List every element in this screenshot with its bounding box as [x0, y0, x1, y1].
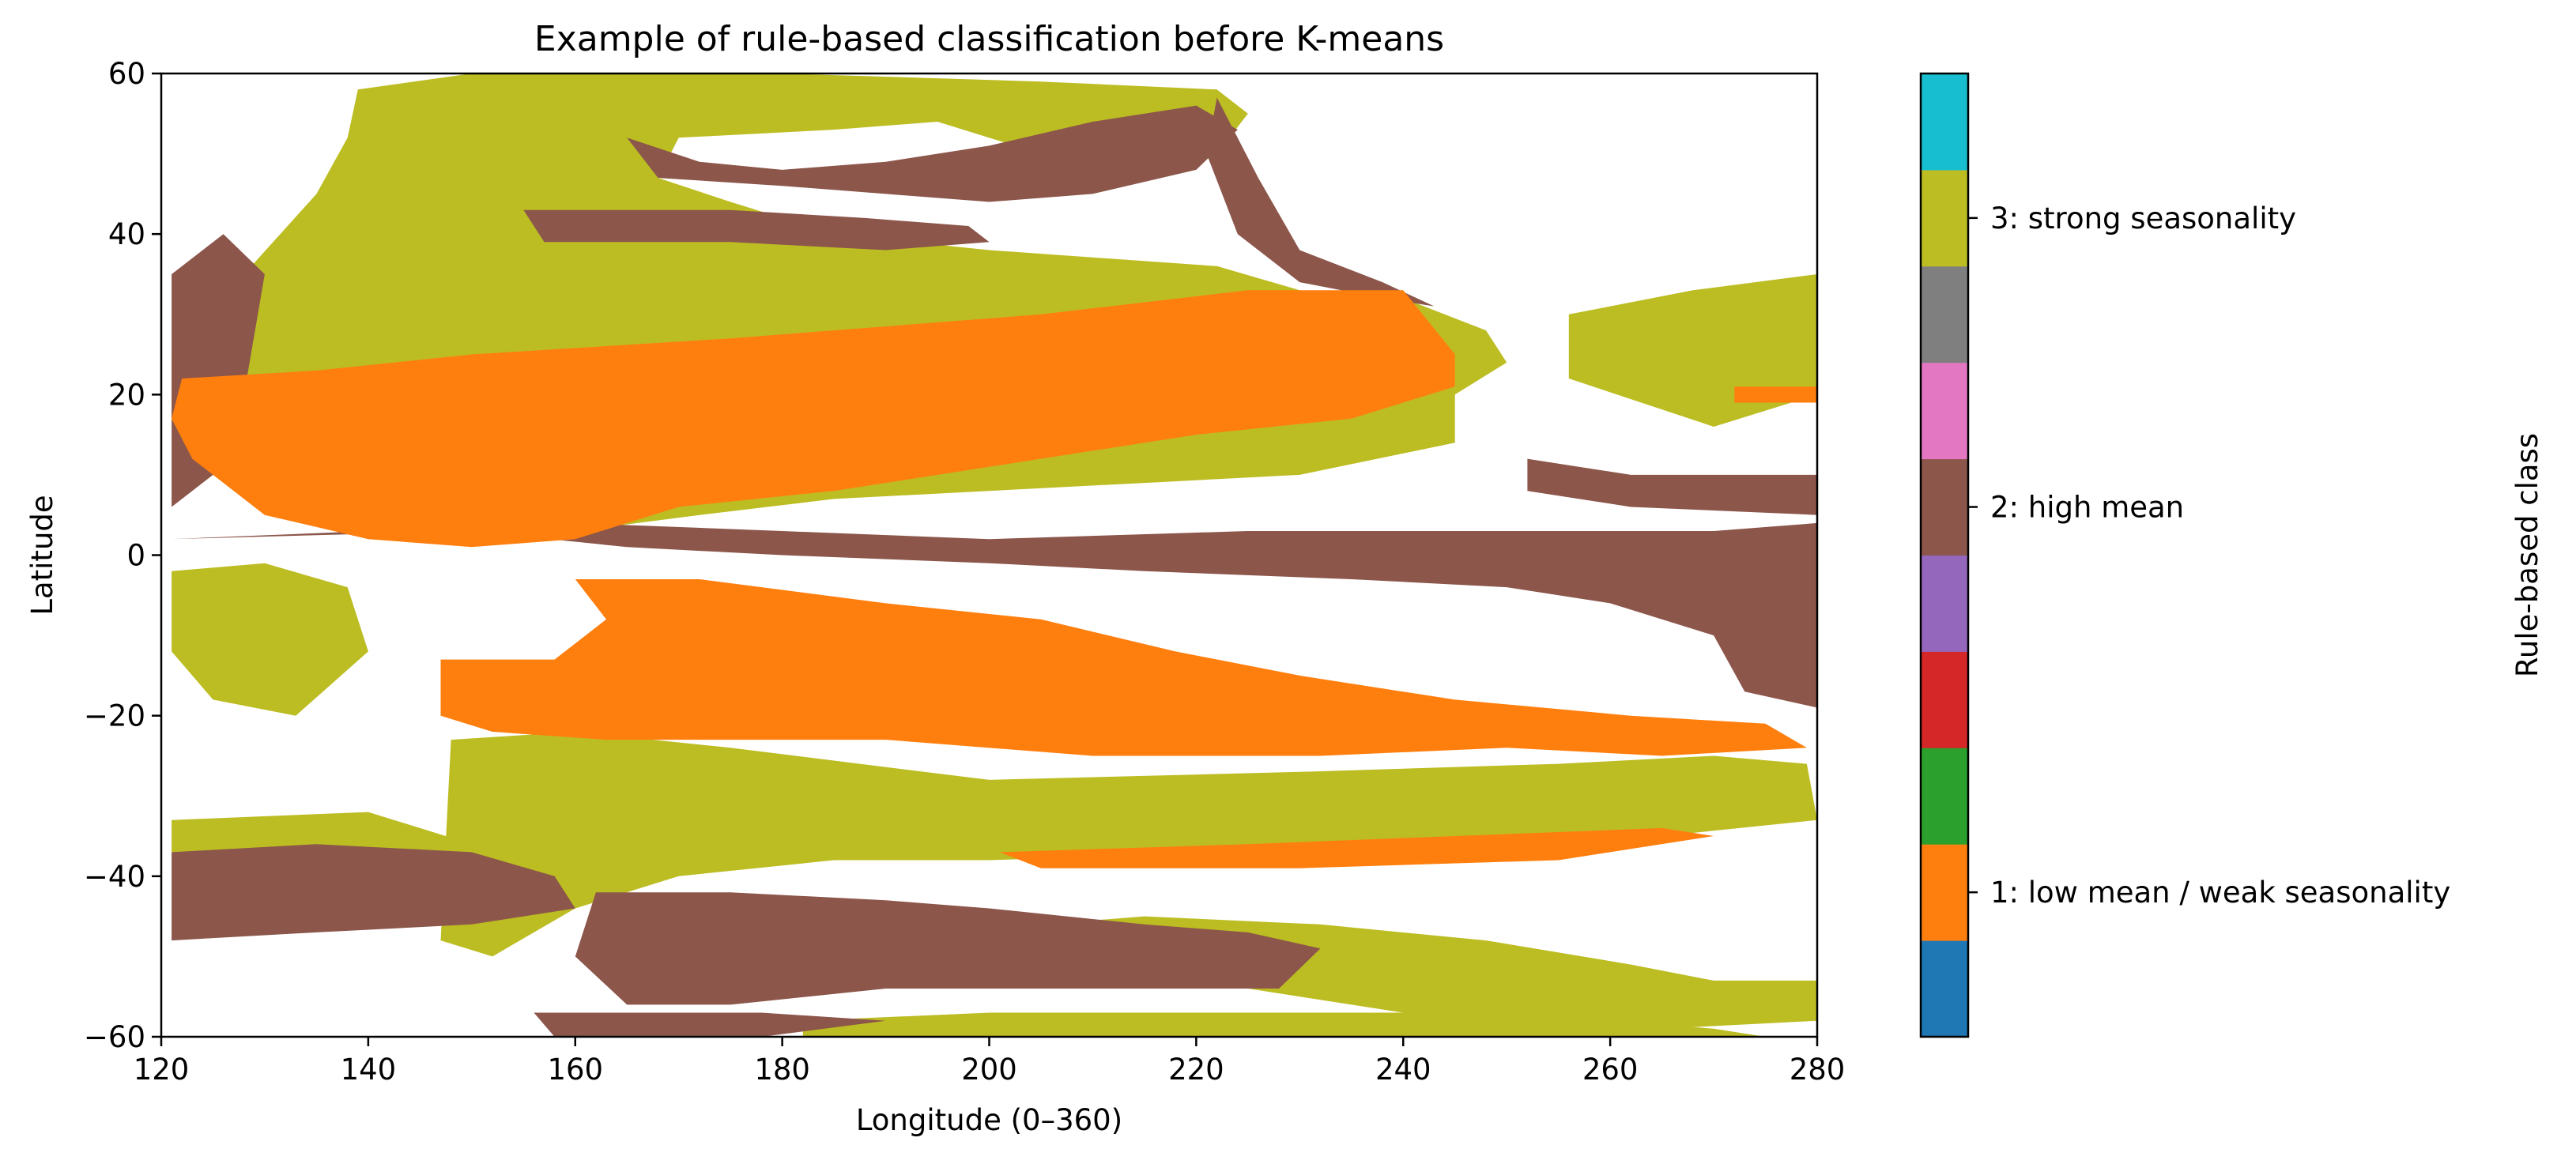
- region-class-1-17: [440, 579, 1807, 756]
- colorbar-segment-5: [1921, 458, 1968, 556]
- region-class-2-13: [172, 844, 575, 941]
- x-tick-label-260: 260: [1582, 1053, 1639, 1087]
- chart-title: Example of rule-based classification bef…: [534, 19, 1444, 59]
- x-tick-label-120: 120: [134, 1053, 190, 1087]
- x-tick-label-180: 180: [754, 1053, 810, 1087]
- x-tick-label-200: 200: [961, 1053, 1017, 1087]
- y-tick-label-60: 60: [108, 57, 145, 91]
- region-class-1-19: [1734, 386, 1817, 403]
- y-tick-label--20: −20: [84, 699, 145, 733]
- y-tick-label--40: −40: [84, 860, 145, 894]
- y-axis: −60 −40 −20 0 20 40 60: [84, 57, 161, 1054]
- x-tick-label-240: 240: [1375, 1053, 1431, 1087]
- colorbar-frame: [1919, 72, 1970, 1038]
- colorbar-label: Rule-based class: [2510, 433, 2544, 677]
- colorbar-segment-7: [1921, 266, 1968, 364]
- colorbar-segment-1: [1921, 844, 1968, 941]
- region-class-3-3: [440, 732, 1817, 957]
- region-class-2-12: [172, 522, 1817, 708]
- region-class-1-16: [172, 290, 1455, 548]
- colorbar-segment-0: [1921, 940, 1968, 1038]
- heatmap-regions: [172, 73, 1817, 1037]
- colorbar-segment-6: [1921, 362, 1968, 460]
- colorbar-tick-label-0: 1: low mean / weak seasonality: [1990, 876, 2450, 910]
- region-class-2-15: [534, 1012, 886, 1037]
- region-class-2-8: [523, 209, 990, 251]
- region-class-1-18: [999, 827, 1714, 868]
- colorbar-segment-3: [1921, 651, 1968, 748]
- y-tick-label-20: 20: [108, 378, 145, 412]
- region-class-2-11: [1527, 458, 1817, 515]
- region-class-3-2: [172, 563, 368, 716]
- region-class-2-7: [627, 105, 1238, 202]
- region-class-2-9: [1206, 97, 1435, 307]
- y-tick-label--60: −60: [84, 1020, 145, 1054]
- x-tick-label-140: 140: [341, 1053, 397, 1087]
- y-axis-label: Latitude: [25, 495, 59, 615]
- colorbar-segment-8: [1921, 169, 1968, 267]
- x-tick-label-160: 160: [547, 1053, 603, 1087]
- y-tick-label-0: 0: [126, 539, 145, 573]
- x-tick-label-220: 220: [1168, 1053, 1224, 1087]
- colorbar-segment-9: [1921, 73, 1968, 171]
- colorbar-segment-4: [1921, 555, 1968, 652]
- colorbar-tick-label-1: 2: high mean: [1990, 491, 2184, 525]
- x-axis: 120 140 160 180 200 220 240 260 280: [134, 1037, 1846, 1087]
- colorbar-segment-2: [1921, 748, 1968, 845]
- y-tick-label-40: 40: [108, 217, 145, 251]
- colorbar: 1: low mean / weak seasonality 2: high me…: [1919, 72, 2450, 1038]
- colorbar-tick-label-2: 3: strong seasonality: [1990, 202, 2296, 235]
- x-axis-label: Longitude (0–360): [856, 1103, 1122, 1137]
- x-tick-label-280: 280: [1790, 1053, 1846, 1087]
- region-class-2-14: [575, 892, 1321, 1005]
- region-class-3-6: [802, 1012, 1766, 1037]
